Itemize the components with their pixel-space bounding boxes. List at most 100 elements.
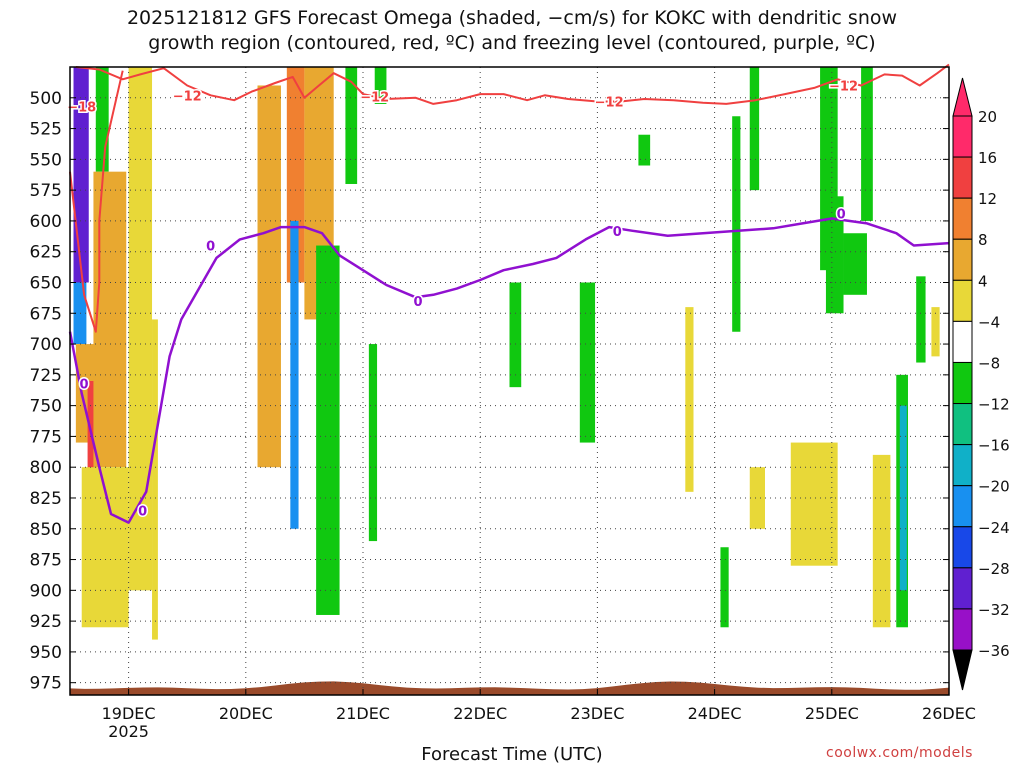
x-tick-label-23DEC: 23DEC [570,704,624,723]
colorbar-label-7: −12 [978,396,1010,414]
y-tick-label-775: 775 [30,427,62,447]
x-tick-label-21DEC: 21DEC [336,704,390,723]
freezing-label-6: 0 [837,208,846,223]
omega-patch-32 [899,405,907,591]
dgz-label-4: −12 [829,79,858,94]
credit-text: coolwx.com/models [826,745,973,761]
freezing-label-2: 0 [138,504,147,519]
y-tick-label-675: 675 [30,304,62,324]
omega-patch-9 [257,85,281,468]
colorbar: 20 16 12 8 4 −4 −8 −12 −16 −20 −24 −28 −32 −36 [952,77,1010,691]
y-tick-label-575: 575 [30,181,62,201]
y-tick-label-625: 625 [30,243,62,263]
colorbar-label-6: −8 [978,354,1000,372]
colorbar-box-5 [952,320,973,363]
omega-patch-28 [843,233,867,295]
colorbar-box-2 [952,197,973,240]
colorbar-box-6 [952,361,973,405]
y-tick-label-950: 950 [30,643,62,663]
omega-patch-3 [87,381,97,542]
omega-patch-29 [861,67,873,221]
colorbar-box-8 [952,444,973,487]
omega-patch-18 [579,282,596,443]
ground-surface [70,681,949,695]
freezing-label-5: 0 [613,225,622,240]
y-tick-label-825: 825 [30,489,62,509]
omega-patch-0 [73,67,89,283]
x-axis-title: Forecast Time (UTC) [421,744,603,765]
axis-layer: 500 525 550 575 600 625 650 675 700 725 750 775 800 8… [30,66,976,741]
y-tick-label-525: 525 [30,120,62,140]
colorbar-label-11: −28 [978,560,1010,578]
colorbar-label-9: −20 [978,478,1010,496]
dgz-label-1: −12 [173,89,202,104]
x-tick-label-20DEC: 20DEC [219,704,273,723]
omega-patch-11 [290,220,299,529]
freezing-label-4: 0 [414,295,423,310]
omega-patch-17 [509,282,522,388]
colorbar-box-9 [952,485,973,528]
colorbar-label-5: −4 [978,313,1000,331]
colorbar-label-4: 4 [978,272,988,290]
omega-patch-27 [825,196,844,314]
dgz-label-3: −12 [595,95,624,110]
y-tick-label-925: 925 [30,612,62,632]
freezing-label-1: 0 [80,377,89,392]
y-tick-label-600: 600 [30,212,62,232]
colorbar-label-12: −32 [978,601,1010,619]
dgz-label-2: −12 [360,91,389,106]
x-tick-label-24DEC: 24DEC [688,704,742,723]
x-tick-label-26DEC: 26DEC [922,704,976,723]
y-tick-label-900: 900 [30,581,62,601]
y-tick-label-750: 750 [30,397,62,417]
colorbar-label-3: 8 [978,231,988,249]
omega-patch-15 [374,67,387,104]
x-tick-label-22DEC: 22DEC [453,704,507,723]
y-tick-label-975: 975 [30,674,62,694]
y-tick-label-700: 700 [30,335,62,355]
x-tick-label-19DEC: 19DEC [102,704,156,723]
omega-patch-24 [749,467,765,529]
chart-title-line-2: growth region (contoured, red, ºC) and f… [148,32,876,54]
freezing-label-3: 0 [206,240,215,255]
chart-title: 2025121812 GFS Forecast Omega (shaded, −… [0,6,1024,56]
y-tick-label-850: 850 [30,520,62,540]
colorbar-label-0: 20 [978,108,997,126]
omega-patch-13 [316,245,340,615]
y-tick-label-550: 550 [30,150,62,170]
x-year-label: 2025 [108,722,149,741]
plot-frame [69,66,950,696]
colorbar-box-11 [952,567,973,610]
omega-patch-5 [93,171,127,468]
omega-shading-layer [73,67,940,640]
omega-patch-19 [638,134,651,166]
omega-patch-16 [368,344,378,542]
colorbar-label-10: −24 [978,519,1010,537]
colorbar-box-3 [952,238,973,281]
omega-patch-21 [732,116,741,332]
y-tick-label-725: 725 [30,366,62,386]
omega-patch-34 [931,307,940,357]
colorbar-label-2: 12 [978,190,997,208]
colorbar-label-1: 16 [978,149,997,167]
freezing-level-contour-line [68,217,950,524]
ground-layer [70,681,949,695]
omega-patch-22 [720,547,729,628]
contour-layer: −12 −12 −12 −12 −18 0 0 0 0 0 0 [66,63,950,524]
colorbar-bottom-arrow [952,649,973,691]
colorbar-box-4 [952,279,973,322]
dgz-lower-contour-line [69,70,124,333]
colorbar-box-7 [952,403,973,446]
omega-patch-23 [749,67,760,191]
dgz-label-5: −18 [67,100,96,115]
dgz-contour-line [75,63,950,105]
omega-patch-25 [790,442,838,566]
chart-title-line-1: 2025121812 GFS Forecast Omega (shaded, −… [126,7,898,29]
omega-patch-7 [128,67,153,591]
omega-patch-20 [685,307,694,492]
omega-patch-8 [152,319,158,640]
colorbar-box-1 [952,156,973,199]
y-tick-label-500: 500 [30,89,62,109]
omega-patch-33 [916,276,926,363]
